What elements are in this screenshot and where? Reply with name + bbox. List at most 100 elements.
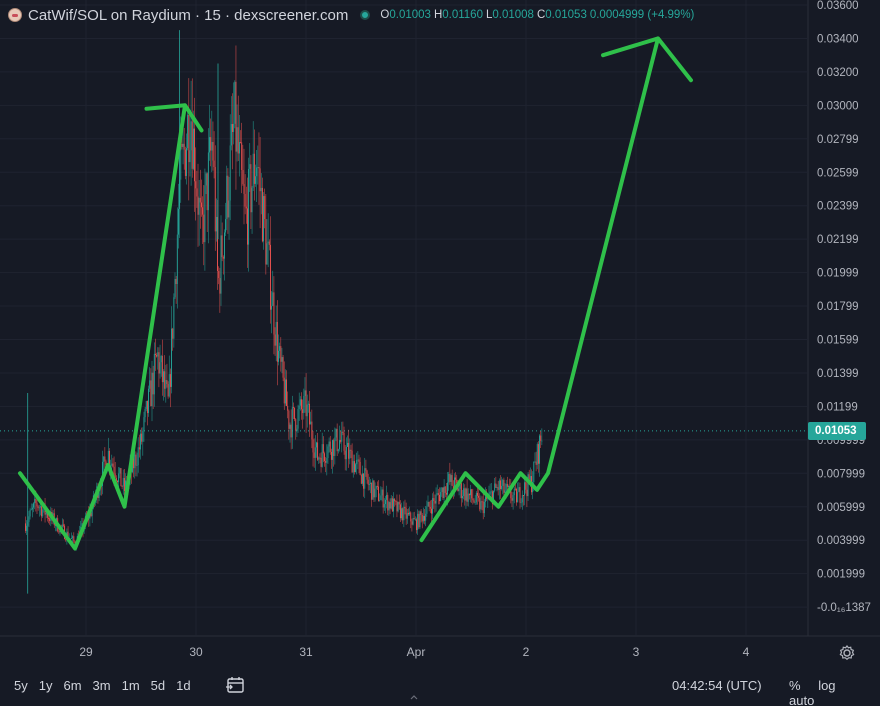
- candle-body: [347, 442, 348, 447]
- candle-body: [81, 523, 83, 527]
- candle-body: [138, 447, 140, 450]
- candle-body: [525, 482, 527, 490]
- candle-body: [146, 400, 148, 414]
- candle-body: [388, 502, 390, 511]
- auto-scale-toggle[interactable]: auto: [789, 693, 815, 706]
- candle-body: [500, 480, 501, 489]
- candle-body: [445, 492, 447, 495]
- candle-body: [394, 498, 396, 502]
- candle-body: [280, 346, 282, 362]
- time-tick-label: 29: [79, 645, 93, 659]
- candle-body: [225, 219, 227, 233]
- candle-body: [65, 538, 67, 541]
- candle-body: [122, 478, 124, 487]
- candle-body: [31, 507, 33, 510]
- percent-scale-toggle[interactable]: %: [789, 678, 801, 693]
- ohlc-close: C0.01053: [536, 9, 587, 21]
- candle-body: [309, 403, 310, 425]
- candle-body: [312, 439, 314, 453]
- candle-body: [454, 477, 455, 491]
- candle-body: [449, 474, 451, 482]
- candle-body: [473, 500, 475, 503]
- candle-body: [198, 197, 200, 215]
- candle-body: [303, 395, 305, 414]
- candle-body: [481, 501, 483, 503]
- candle-body: [45, 512, 47, 515]
- candle-body: [455, 477, 457, 480]
- log-scale-toggle[interactable]: log: [818, 678, 836, 693]
- candle-body: [489, 491, 491, 495]
- candle-body: [459, 483, 461, 489]
- market-status-icon[interactable]: [360, 10, 371, 20]
- candle-body: [259, 168, 261, 192]
- utc-clock[interactable]: 04:42:54 (UTC): [672, 678, 762, 693]
- candle-body: [241, 142, 243, 171]
- candle-body: [222, 257, 224, 259]
- candle-body: [257, 167, 259, 168]
- candle-body: [352, 461, 354, 473]
- candle-body: [281, 357, 283, 362]
- candle-body: [437, 493, 439, 495]
- candle-body: [330, 451, 332, 460]
- price-tick-label: 0.01999: [817, 268, 859, 280]
- candle-body: [237, 127, 239, 154]
- candle-body: [298, 405, 300, 410]
- candle-body: [444, 486, 446, 493]
- candle-body: [494, 483, 496, 491]
- candle-body: [537, 444, 539, 464]
- candle-body: [442, 487, 444, 499]
- candle-body: [518, 487, 520, 492]
- range-6m[interactable]: 6m: [63, 678, 82, 693]
- candle-body: [91, 507, 93, 517]
- price-axis[interactable]: 0.03600 0.03400 0.03200 0.03000 0.02799 0.025…: [817, 0, 871, 614]
- candle-body: [190, 121, 192, 151]
- candle-body: [517, 491, 519, 503]
- candle-body: [506, 483, 508, 487]
- candle-body: [320, 457, 322, 467]
- candle-body: [495, 483, 497, 488]
- candle-body: [362, 473, 363, 484]
- range-1y[interactable]: 1y: [38, 678, 53, 693]
- candle-body: [28, 516, 30, 522]
- candle-body: [265, 219, 267, 265]
- candle-body: [502, 479, 504, 486]
- calendar-range-icon[interactable]: [226, 676, 246, 694]
- range-5y[interactable]: 5y: [14, 678, 28, 693]
- candle-body: [202, 207, 204, 215]
- drawn-trendline[interactable]: [18, 36, 693, 551]
- range-1m[interactable]: 1m: [121, 678, 140, 693]
- candle-body: [30, 509, 32, 511]
- gear-icon[interactable]: [838, 644, 856, 662]
- candle-body: [514, 488, 516, 490]
- candle-body: [286, 379, 287, 406]
- candle-body: [291, 407, 293, 438]
- candle-body: [209, 137, 210, 153]
- candle-body: [114, 473, 116, 478]
- candle-body: [258, 167, 260, 169]
- range-1d[interactable]: 1d: [176, 678, 191, 693]
- candle-body: [357, 459, 359, 461]
- candle-body: [159, 362, 161, 374]
- candle-body: [356, 459, 358, 465]
- candle-body: [72, 536, 74, 539]
- candle-body: [98, 490, 100, 498]
- candle-body: [58, 531, 60, 533]
- range-3m[interactable]: 3m: [92, 678, 111, 693]
- range-5d[interactable]: 5d: [150, 678, 166, 693]
- candle-body: [26, 525, 28, 531]
- candle-body: [321, 444, 323, 467]
- token-logo-icon: [8, 8, 22, 22]
- candle-body: [523, 495, 524, 496]
- candle-body: [414, 519, 416, 521]
- candle-body: [61, 524, 63, 528]
- candle-body: [150, 380, 152, 407]
- time-axis[interactable]: 29 30 31 Apr 2 3 4: [79, 645, 749, 659]
- panel-resize-grip-icon[interactable]: [409, 692, 419, 702]
- candle-body: [411, 521, 413, 525]
- candle-body: [54, 525, 56, 526]
- candle-body: [319, 457, 321, 459]
- candle-body: [234, 81, 236, 124]
- candle-body: [395, 501, 397, 502]
- candle-body: [418, 513, 420, 528]
